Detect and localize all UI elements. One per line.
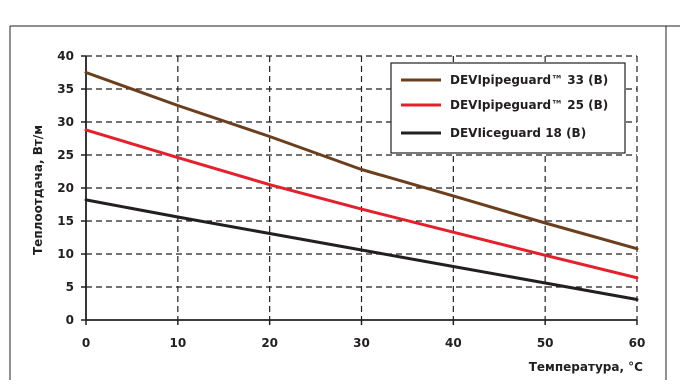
tick-labels: 0 5 10 15 20 25 30 35 40 0 10 20 30 40 50 60 <box>57 49 645 350</box>
legend: DEVIpipeguard™ 33 (B) DEVIpipeguard™ 25 (… <box>390 62 626 154</box>
series-line-2 <box>84 128 639 280</box>
x-tick-label: 10 <box>169 336 186 350</box>
y-tick-label: 35 <box>57 82 74 96</box>
series-line-3 <box>84 198 639 301</box>
series-line-1 <box>84 71 639 251</box>
y-tick-label: 0 <box>66 313 74 327</box>
y-tick-label: 30 <box>57 115 74 129</box>
x-tick-label: 50 <box>537 336 554 350</box>
title-clip-strip <box>0 0 680 8</box>
x-axis-label: Температура, °C <box>529 360 643 374</box>
legend-box <box>390 62 626 154</box>
legend-label-3: DEVIiceguard 18 (B) <box>450 126 586 140</box>
x-tick-label: 40 <box>445 336 462 350</box>
x-tick-label: 60 <box>629 336 646 350</box>
y-tick-label: 15 <box>57 214 74 228</box>
x-tick-label: 20 <box>261 336 278 350</box>
x-tick-label: 0 <box>82 336 90 350</box>
y-tick-label: 10 <box>57 247 74 261</box>
y-tick-label: 25 <box>57 148 74 162</box>
legend-label-2: DEVIpipeguard™ 25 (B) <box>450 98 608 112</box>
legend-label-1: DEVIpipeguard™ 33 (B) <box>450 73 608 87</box>
y-tick-label: 40 <box>57 49 74 63</box>
x-tick-label: 30 <box>353 336 370 350</box>
axes <box>81 55 638 325</box>
y-tick-label: 5 <box>66 280 74 294</box>
series-lines <box>84 71 639 301</box>
y-axis-label: Теплоотдача, Вт/м <box>31 125 45 255</box>
y-tick-label: 20 <box>57 181 74 195</box>
